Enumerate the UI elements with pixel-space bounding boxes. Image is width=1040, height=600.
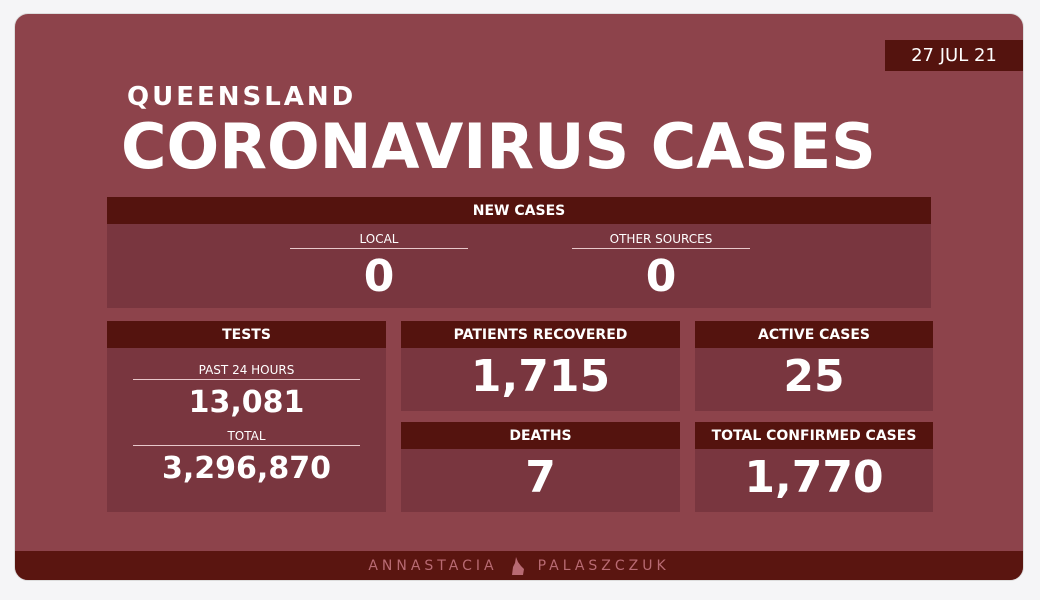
past-24-hours-value: 13,081 xyxy=(188,385,305,420)
new-cases-panel: NEW CASES LOCAL 0 OTHER SOURCES 0 xyxy=(107,197,931,308)
other-sources-value: 0 xyxy=(645,251,677,302)
active-cases-value: 25 xyxy=(783,351,845,402)
footer-first-name: ANNASTACIA xyxy=(368,557,498,574)
local-label: LOCAL xyxy=(290,232,468,249)
deaths-header: DEATHS xyxy=(401,422,680,449)
confirmed-header: TOTAL CONFIRMED CASES xyxy=(695,422,933,449)
footer-last-name: PALASZCZUK xyxy=(537,557,670,574)
confirmed-panel: TOTAL CONFIRMED CASES 1,770 xyxy=(695,422,933,512)
past-24-hours-label: PAST 24 HOURS xyxy=(133,363,360,380)
page-title: CORONAVIRUS CASES xyxy=(121,110,876,183)
active-cases-panel: ACTIVE CASES 25 xyxy=(695,321,933,411)
confirmed-value: 1,770 xyxy=(744,452,884,503)
total-tests-value: 3,296,870 xyxy=(162,451,331,486)
recovered-panel: PATIENTS RECOVERED 1,715 xyxy=(401,321,680,411)
queensland-map-icon xyxy=(511,556,524,575)
total-tests-label: TOTAL xyxy=(133,429,360,446)
subtitle: QUEENSLAND xyxy=(127,82,357,112)
new-cases-header: NEW CASES xyxy=(107,197,931,224)
local-value: 0 xyxy=(363,251,395,302)
recovered-header: PATIENTS RECOVERED xyxy=(401,321,680,348)
deaths-panel: DEATHS 7 xyxy=(401,422,680,512)
other-sources-label: OTHER SOURCES xyxy=(572,232,750,249)
footer-signature: ANNASTACIA PALASZCZUK xyxy=(15,551,1023,580)
active-cases-header: ACTIVE CASES xyxy=(695,321,933,348)
deaths-value: 7 xyxy=(525,452,556,503)
tests-panel: TESTS PAST 24 HOURS 13,081 TOTAL 3,296,8… xyxy=(107,321,386,512)
infographic-card: 27 JUL 21 QUEENSLAND CORONAVIRUS CASES N… xyxy=(14,13,1024,581)
tests-header: TESTS xyxy=(107,321,386,348)
date-badge: 27 JUL 21 xyxy=(885,40,1023,71)
recovered-value: 1,715 xyxy=(470,351,611,402)
